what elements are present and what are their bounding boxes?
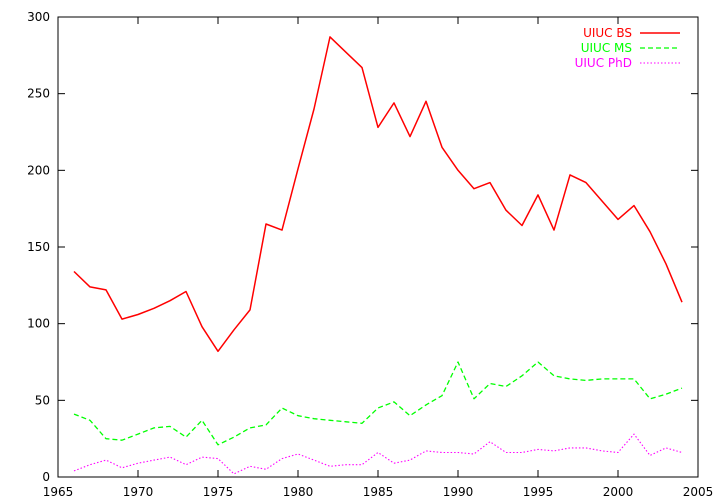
y-tick-label: 100 — [27, 317, 50, 331]
y-tick-label: 50 — [35, 393, 50, 407]
series-line-uiuc-phd — [73, 433, 683, 475]
y-tick-label: 300 — [27, 10, 50, 24]
series-line-uiuc-bs — [73, 36, 683, 353]
x-tick-label: 1965 — [43, 485, 74, 499]
x-tick-label: 1990 — [443, 485, 474, 499]
x-tick-label: 1985 — [363, 485, 394, 499]
y-tick-label: 250 — [27, 87, 50, 101]
y-tick-label: 0 — [42, 470, 50, 484]
x-tick-label: 2000 — [603, 485, 634, 499]
x-tick-label: 1995 — [523, 485, 554, 499]
legend-label: UIUC MS — [581, 41, 632, 55]
x-tick-label: 1975 — [203, 485, 234, 499]
x-tick-label: 2005 — [683, 485, 714, 499]
x-tick-label: 1970 — [123, 485, 154, 499]
x-tick-label: 1980 — [283, 485, 314, 499]
y-tick-label: 200 — [27, 163, 50, 177]
y-tick-label: 150 — [27, 240, 50, 254]
series-layer — [73, 36, 683, 475]
plot-frame — [57, 16, 699, 478]
series-line-uiuc-ms — [73, 361, 683, 446]
axis-ticks: 0 50 100 150 200 250 300 1965 1970 1975 1980 1985 19… — [27, 10, 713, 499]
legend-label: UIUC BS — [583, 26, 632, 40]
legend-label: UIUC PhD — [575, 56, 632, 70]
